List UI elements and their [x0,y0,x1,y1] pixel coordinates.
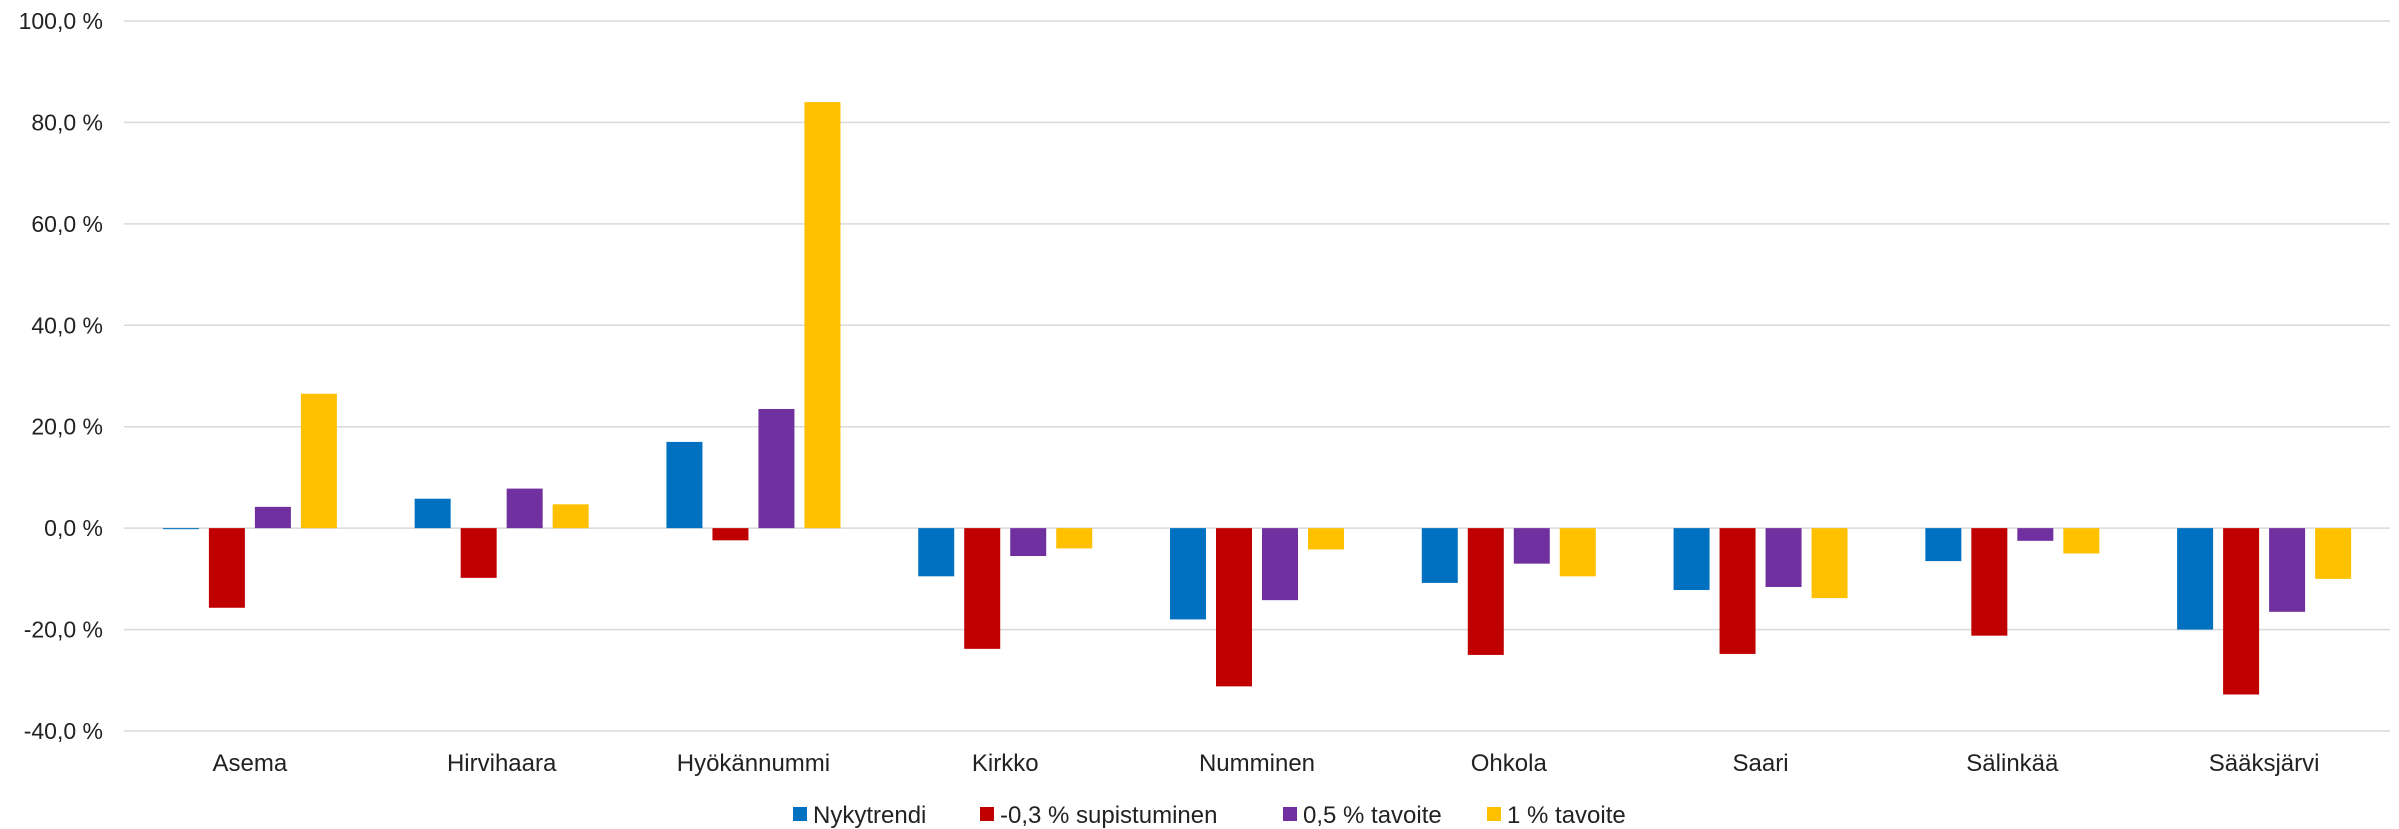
y-tick-label: 0,0 % [44,515,103,541]
bar [1056,528,1093,549]
bar [1765,528,1802,587]
bar [162,528,199,530]
bar [208,528,245,608]
bar [2315,528,2352,579]
bar [552,504,589,529]
bar [712,528,749,541]
bar [2177,528,2214,630]
bar [1308,528,1344,550]
y-tick-label: -20,0 % [24,617,103,643]
x-tick-label: Ohkola [1471,750,1548,777]
x-tick-label: Hirvihaara [447,750,557,777]
bar [1421,528,1458,583]
legend-item: 0,5 % tavoite [1283,802,1442,829]
x-tick-label: Numminen [1199,750,1315,777]
legend-swatch [1283,807,1297,821]
legend: Nykytrendi -0,3 % supistuminen 0,5 % tavoi… [793,802,1626,829]
bar [254,506,291,529]
x-tick-label: Sääksjärvi [2209,750,2320,777]
bar [460,528,497,578]
bar [2063,528,2100,554]
legend-label: 0,5 % tavoite [1303,802,1442,829]
bar [1971,528,2008,636]
bar [1010,528,1047,557]
bar [414,498,451,529]
bar [666,441,703,529]
x-tick-label: Asema [213,750,288,777]
legend-swatch [1487,807,1501,821]
y-tick-label: 40,0 % [31,312,103,338]
bar [1262,528,1298,601]
bar [1673,528,1710,591]
bar [964,528,1001,649]
bar [1811,528,1848,599]
x-tick-label: Sälinkää [1966,750,2059,777]
legend-swatch [793,807,807,821]
y-tick-label: 100,0 % [19,8,103,34]
bar [506,488,543,529]
legend-item: Nykytrendi [793,802,926,829]
bar [1559,528,1596,577]
bar [1925,528,1962,562]
gridlines [124,20,2390,732]
bar [2269,528,2306,612]
y-tick-label: 80,0 % [31,109,103,135]
x-tick-label: Saari [1733,750,1789,777]
legend-label: -0,3 % supistuminen [1000,802,1217,829]
bar [804,102,841,529]
y-tick-label: 20,0 % [31,414,103,440]
bar [2017,528,2054,541]
bar [918,528,955,577]
x-tick-label: Hyökännummi [677,750,830,777]
bar [1170,528,1206,620]
y-tick-label: 60,0 % [31,211,103,237]
bar [1216,528,1252,687]
bar [300,393,337,529]
bar [1719,528,1756,654]
legend-item: 1 % tavoite [1487,802,1626,829]
legend-swatch [980,807,994,821]
legend-label: 1 % tavoite [1507,802,1626,829]
y-axis: 100,0 % 80,0 % 60,0 % 40,0 % 20,0 % 0,0 % -20,… [19,8,103,744]
legend-item: -0,3 % supistuminen [980,802,1217,829]
bar [1513,528,1550,564]
y-tick-label: -40,0 % [24,718,103,744]
bar [758,408,795,529]
legend-label: Nykytrendi [813,802,926,829]
x-axis: Asema Hirvihaara Hyökännummi Kirkko Numminen… [213,750,2320,777]
bar [1467,528,1504,655]
bar [2223,528,2260,695]
x-tick-label: Kirkko [972,750,1039,777]
bars [162,102,2352,695]
